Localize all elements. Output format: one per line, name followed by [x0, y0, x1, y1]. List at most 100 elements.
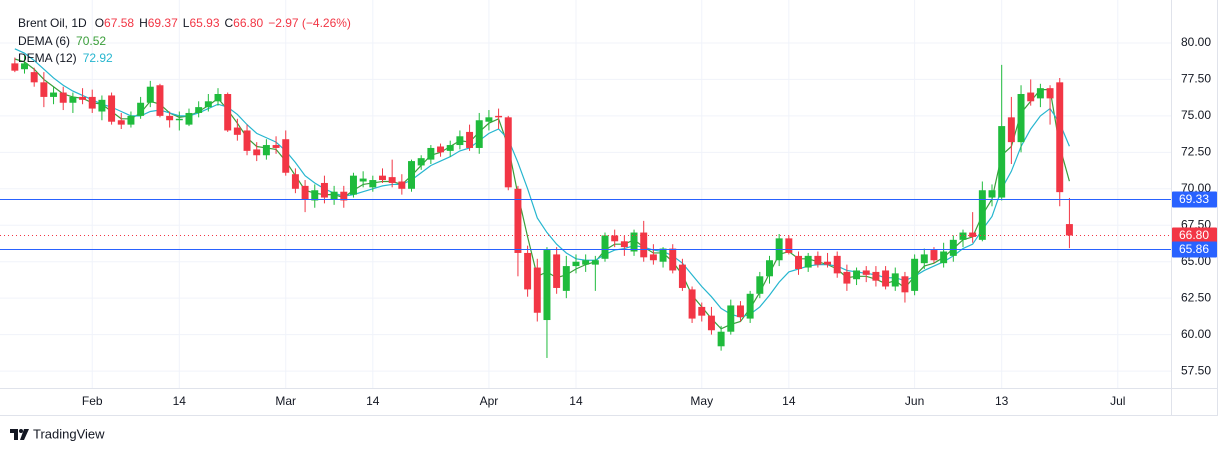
- candle-body: [40, 82, 48, 97]
- candle-body: [543, 250, 551, 321]
- ohlc-value: 65.93: [189, 16, 219, 30]
- candle-body: [514, 188, 522, 253]
- candle-body: [185, 112, 193, 125]
- candle-body: [678, 264, 686, 288]
- y-tick-label: 70.00: [1181, 181, 1211, 195]
- candle-body: [108, 95, 116, 122]
- candle-body: [456, 136, 464, 146]
- candle-body: [524, 252, 532, 290]
- y-tick-label: 62.50: [1181, 290, 1211, 304]
- ohlc-value: 69.37: [148, 16, 178, 30]
- price-badge: [1172, 241, 1217, 258]
- candle-body: [949, 239, 957, 256]
- candle-body: [291, 174, 299, 189]
- y-tick-label: 57.50: [1181, 363, 1211, 377]
- candle-body: [814, 255, 822, 265]
- candle-body: [195, 107, 203, 113]
- candle-body: [262, 145, 270, 156]
- legend-value: 70.52: [76, 34, 106, 48]
- candle-body: [398, 181, 406, 189]
- candle-body: [301, 185, 309, 199]
- plot: [11, 48, 1073, 358]
- candle-body: [137, 102, 145, 116]
- candle-body: [707, 315, 715, 331]
- candle-body: [659, 248, 667, 262]
- candle-body: [862, 270, 870, 275]
- candle-body: [640, 232, 648, 258]
- candle-body: [417, 158, 425, 166]
- candle-body: [1065, 224, 1073, 236]
- candle-body: [311, 190, 319, 201]
- candle-body: [446, 145, 454, 151]
- candle-body: [959, 232, 967, 240]
- ohlc-value: 66.80: [233, 16, 263, 30]
- candle-body: [369, 180, 377, 188]
- x-tick-label: Apr: [480, 394, 499, 408]
- y-tick-label: 80.00: [1181, 35, 1211, 49]
- x-tick-label: Jun: [905, 394, 924, 408]
- x-tick-label: 14: [782, 394, 796, 408]
- candle-body: [833, 255, 841, 274]
- brand-name: TradingView: [33, 426, 105, 441]
- brand-logo: [10, 429, 29, 440]
- candle-body: [824, 261, 832, 265]
- price-badge: [1172, 227, 1217, 244]
- candle-body: [1046, 88, 1054, 99]
- candle-body: [214, 94, 222, 102]
- y-tick-label: 72.50: [1181, 145, 1211, 159]
- logo-shape: [10, 429, 18, 440]
- legend-name: DEMA (6): [18, 34, 70, 48]
- candle-body: [253, 149, 261, 156]
- price-badge-label: 69.33: [1179, 192, 1209, 206]
- x-tick-label: Jul: [1110, 394, 1125, 408]
- candle-body: [727, 305, 735, 332]
- x-tick-label: 13: [995, 394, 1009, 408]
- legend-entry: DEMA (12) 72.92: [18, 51, 113, 65]
- candle-body: [746, 293, 754, 319]
- candle-body: [688, 289, 696, 319]
- candle-body: [166, 115, 174, 121]
- candle-body: [30, 72, 38, 83]
- candle-body: [572, 261, 580, 267]
- candle-body: [649, 254, 657, 261]
- candle-body: [59, 92, 67, 103]
- candle-body: [843, 271, 851, 284]
- candle-body: [1056, 82, 1064, 193]
- candle-body: [79, 96, 87, 100]
- candle-body: [388, 177, 396, 183]
- y-tick-label: 77.50: [1181, 72, 1211, 86]
- candle-body: [146, 86, 154, 103]
- legend-entry: DEMA (6) 70.52: [18, 34, 106, 48]
- x-tick-label: 14: [366, 394, 380, 408]
- candle-body: [988, 190, 996, 198]
- candle-body: [611, 235, 619, 242]
- ohlc-label: O: [95, 16, 104, 30]
- candle-body: [50, 92, 58, 97]
- candle-body: [804, 255, 812, 268]
- candle-body: [562, 266, 570, 291]
- overlay: [0, 199, 1171, 250]
- candle-body: [156, 85, 164, 116]
- x-tick-label: Feb: [82, 394, 103, 408]
- candle-body: [736, 305, 744, 318]
- price-badge-label: 66.80: [1179, 228, 1209, 242]
- ohlc-value: 67.58: [104, 16, 134, 30]
- candle-body: [98, 99, 106, 112]
- price-badge: [1172, 191, 1217, 208]
- candle-body: [582, 260, 590, 265]
- candle-body: [117, 120, 125, 125]
- ohlc-label: H: [139, 16, 148, 30]
- candle-body: [891, 273, 899, 287]
- candle-body: [930, 250, 938, 261]
- change: −2.97 (−4.26%): [268, 16, 351, 30]
- y-tick-label: 60.00: [1181, 327, 1211, 341]
- candle-body: [940, 251, 948, 264]
- x-tick-label: Mar: [275, 394, 296, 408]
- x-tick-label: 14: [569, 394, 583, 408]
- candle-body: [1007, 117, 1015, 143]
- candle-body: [175, 118, 183, 121]
- candle-body: [11, 63, 19, 71]
- candle-body: [272, 145, 280, 148]
